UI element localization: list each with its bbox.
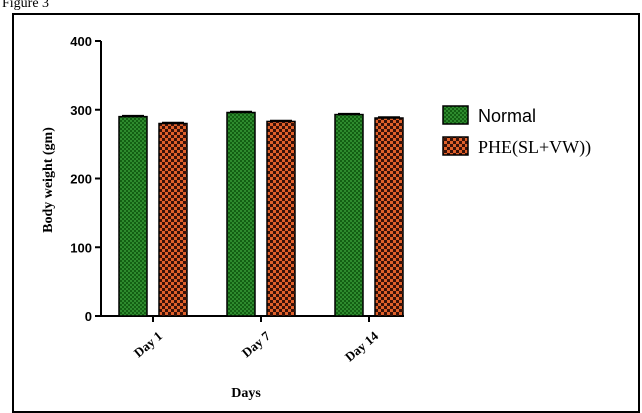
legend-swatch-normal	[442, 105, 469, 125]
x-tick-label: Day 14	[342, 328, 382, 365]
y-tick-label: 300	[70, 103, 92, 118]
x-tick-label: Day 1	[131, 328, 165, 360]
y-axis-title: Body weight (gm)	[41, 127, 56, 233]
bar-phe-day-14	[374, 117, 404, 317]
figure-label: Figure 3	[2, 0, 50, 11]
x-axis-title: Days	[231, 386, 261, 401]
bar-phe-day-1	[158, 122, 188, 317]
x-tick-label: Day 7	[239, 328, 274, 360]
bar-normal-day-7	[226, 111, 256, 317]
bar-normal-day-14	[334, 113, 364, 317]
x-axis: Day 1 Day 7 Day 14	[101, 315, 404, 365]
legend: Normal PHE(SL+VW))	[442, 105, 591, 158]
legend-label: PHE(SL+VW))	[478, 137, 591, 158]
bars-group	[118, 110, 404, 317]
y-axis: 0 100 200 300 400	[70, 34, 102, 324]
legend-label: Normal	[478, 106, 536, 126]
y-tick-label: 200	[70, 172, 92, 187]
y-tick-label: 100	[70, 240, 92, 255]
bar-phe-day-7	[266, 120, 296, 317]
y-tick-label: 0	[85, 309, 92, 324]
y-tick-label: 400	[70, 34, 92, 49]
legend-swatch-phe	[442, 136, 469, 156]
bar-normal-day-1	[118, 115, 148, 317]
